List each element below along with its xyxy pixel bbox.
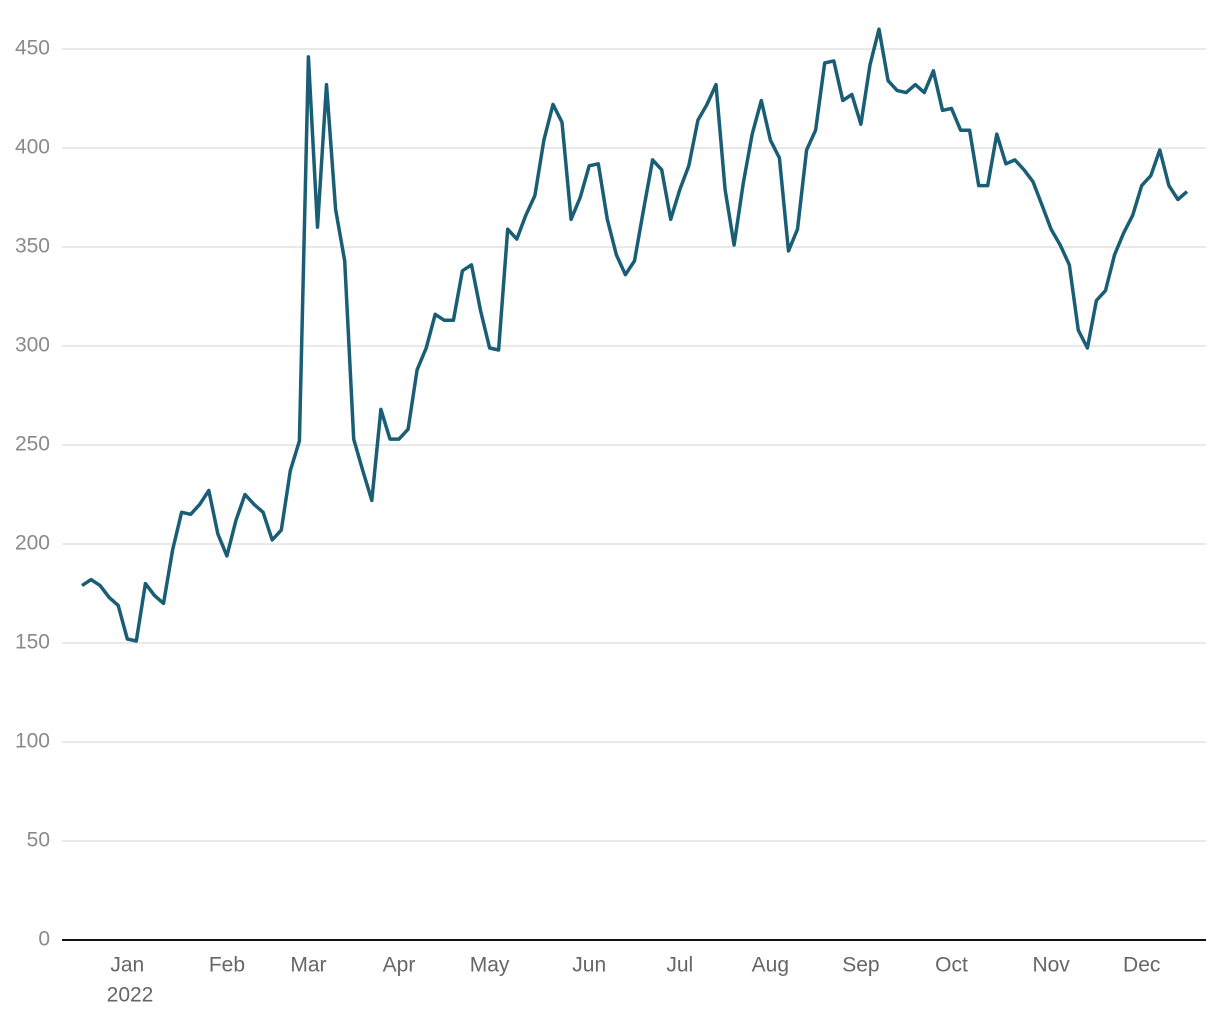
y-tick-label: 400 [15, 136, 50, 159]
x-tick-label: Jun [572, 954, 606, 977]
y-tick-label: 250 [15, 433, 50, 456]
y-tick-label: 350 [15, 235, 50, 258]
x-tick-label: Mar [290, 954, 326, 977]
x-tick-label: Jul [666, 954, 693, 977]
x-tick-label: Dec [1123, 954, 1160, 977]
x-tick-label: Oct [935, 954, 968, 977]
data-line [81, 27, 1189, 643]
x-tick-label: May [470, 954, 510, 977]
y-tick-label: 200 [15, 532, 50, 555]
x-tick-label: Jan [110, 954, 144, 977]
year-label: 2022 [107, 984, 154, 1007]
x-tick-label: Aug [752, 954, 789, 977]
y-tick-label: 150 [15, 631, 50, 654]
x-tick-label: Apr [383, 954, 416, 977]
x-tick-label: Feb [209, 954, 245, 977]
x-tick-label: Nov [1032, 954, 1070, 977]
y-tick-label: 100 [15, 730, 50, 753]
y-tick-label: 450 [15, 37, 50, 60]
y-tick-label: 300 [15, 334, 50, 357]
y-tick-label: 50 [27, 829, 50, 852]
y-tick-label: 0 [38, 928, 50, 951]
x-tick-label: Sep [842, 954, 879, 977]
